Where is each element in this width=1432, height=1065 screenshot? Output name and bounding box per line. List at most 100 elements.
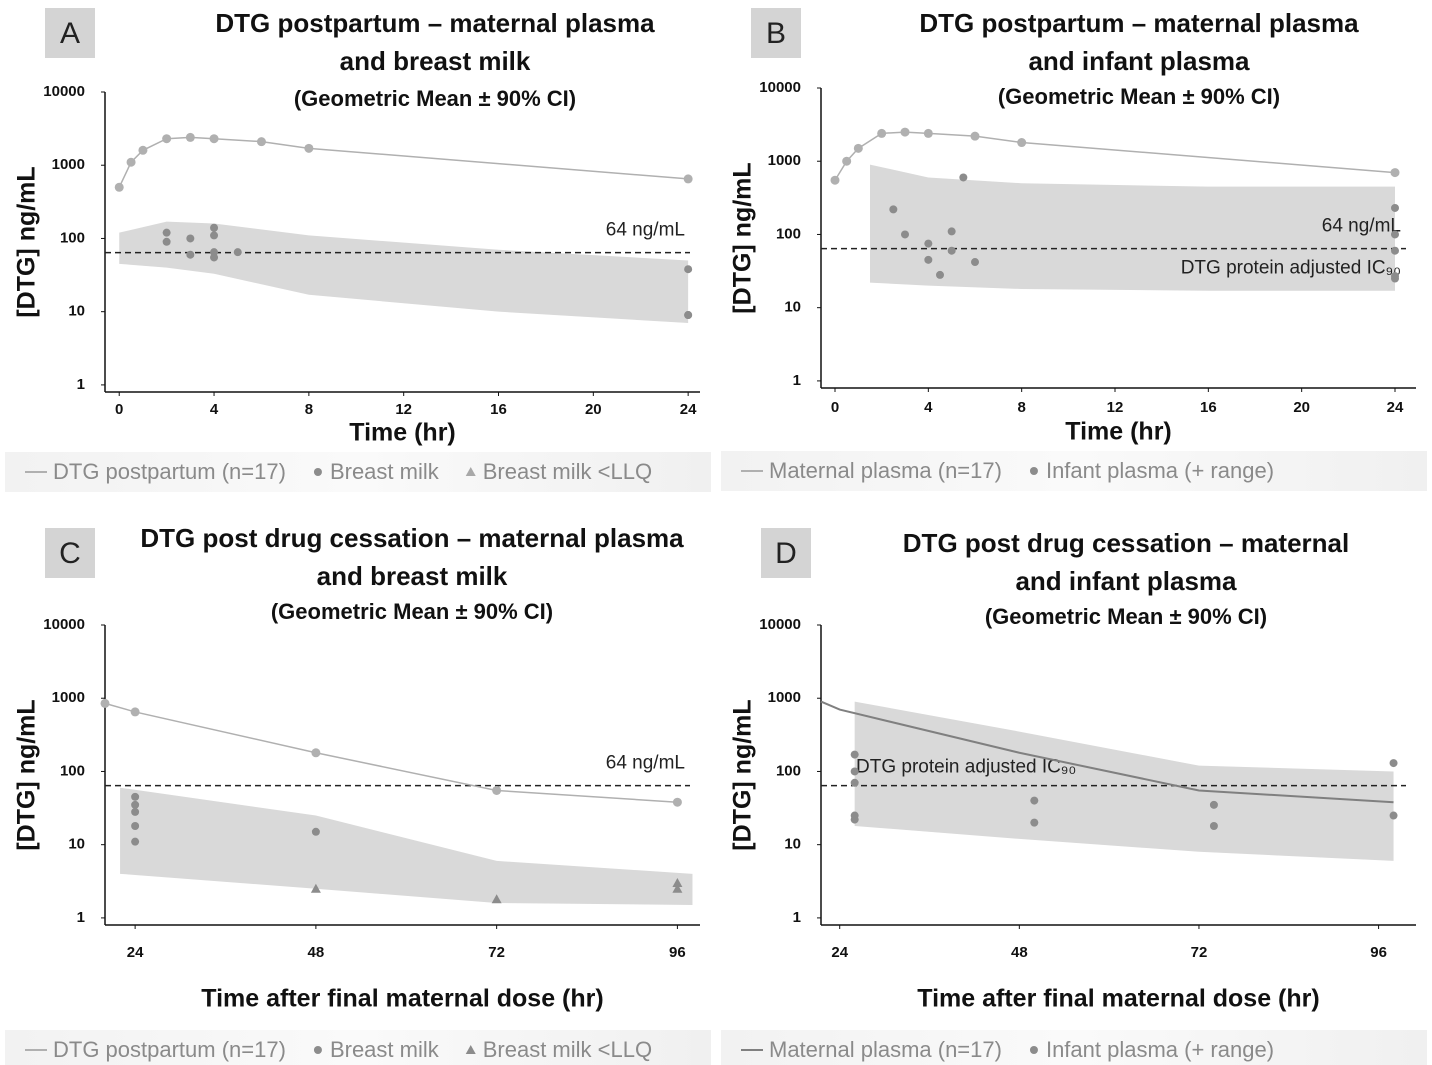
marker	[842, 156, 852, 166]
x-tick-label: 8	[305, 401, 313, 418]
x-axis-title: Time (hr)	[349, 419, 456, 447]
reference-label: DTG protein adjusted IC₉₀	[1181, 258, 1401, 279]
chart-title: and breast milk	[340, 46, 531, 76]
legend-box	[5, 452, 711, 492]
marker	[850, 778, 859, 787]
marker	[1030, 796, 1039, 805]
x-tick-label: 96	[1370, 944, 1387, 961]
y-axis-title: [DTG] ng/mL	[729, 162, 757, 313]
x-tick-label: 24	[1387, 399, 1404, 416]
marker	[465, 1045, 476, 1054]
x-tick-label: 72	[1191, 944, 1208, 961]
x-tick-label: 16	[490, 401, 507, 418]
maternal-line	[820, 700, 1394, 804]
marker	[311, 827, 320, 836]
y-tick-label: 100	[60, 229, 85, 246]
chart-title: DTG post drug cessation – maternal	[903, 528, 1349, 558]
marker	[210, 231, 219, 240]
marker	[310, 883, 321, 893]
x-axis-title: Time after final maternal dose (hr)	[917, 985, 1319, 1013]
marker	[233, 248, 242, 257]
marker	[162, 228, 171, 237]
y-tick-label: 1	[77, 376, 85, 393]
marker	[923, 128, 933, 138]
marker	[924, 239, 933, 248]
marker	[256, 137, 266, 147]
marker	[304, 143, 314, 153]
marker	[131, 807, 140, 816]
legend-box	[721, 1030, 1427, 1065]
maternal-line	[104, 702, 678, 803]
chart-title: and infant plasma	[1028, 46, 1250, 76]
marker	[186, 234, 195, 243]
marker	[209, 134, 219, 144]
chart-subtitle: (Geometric Mean ± 90% CI)	[985, 604, 1267, 629]
y-tick-label: 10	[784, 836, 801, 853]
y-tick-label: 10	[68, 836, 85, 853]
marker	[185, 132, 195, 142]
x-tick-label: 16	[1200, 399, 1217, 416]
y-tick-label: 10000	[759, 79, 801, 96]
ci-band	[120, 787, 693, 906]
ci-band	[119, 221, 689, 324]
marker	[1209, 821, 1218, 830]
reference-label: 64 ng/mL	[1322, 216, 1401, 237]
legend-label: Infant plasma (+ range)	[1046, 458, 1274, 483]
chart-title: DTG postpartum – maternal plasma	[215, 8, 655, 38]
marker	[684, 311, 693, 320]
reference-label: DTG protein adjusted IC₉₀	[856, 757, 1076, 778]
y-tick-label: 10	[68, 303, 85, 320]
marker	[1391, 203, 1399, 212]
panel-label-box	[761, 528, 811, 578]
marker	[311, 748, 321, 758]
marker	[672, 883, 683, 893]
marker	[924, 255, 933, 264]
maternal-line	[118, 136, 689, 188]
y-tick-label: 10000	[759, 616, 801, 633]
x-tick-label: 20	[585, 401, 602, 418]
x-axis-title: Time after final maternal dose (hr)	[201, 985, 603, 1013]
legend-label: DTG postpartum (n=17)	[53, 459, 286, 484]
marker	[900, 127, 910, 137]
marker	[1391, 230, 1399, 239]
x-tick-label: 72	[488, 944, 505, 961]
x-tick-label: 48	[308, 944, 325, 961]
marker	[683, 174, 693, 184]
marker	[1029, 467, 1038, 475]
chart-title: and infant plasma	[1015, 566, 1237, 596]
chart-subtitle: (Geometric Mean ± 90% CI)	[294, 86, 576, 111]
marker	[162, 134, 172, 144]
marker	[130, 707, 140, 717]
x-tick-label: 48	[1011, 944, 1028, 961]
marker	[1209, 800, 1218, 809]
reference-label: 64 ng/mL	[606, 753, 685, 774]
marker	[131, 821, 140, 830]
ci-band	[854, 701, 1394, 861]
x-tick-label: 8	[1017, 399, 1025, 416]
marker	[186, 250, 195, 259]
y-tick-label: 1000	[768, 152, 801, 169]
x-tick-label: 4	[924, 399, 933, 416]
marker	[971, 258, 979, 267]
marker	[936, 270, 944, 279]
x-tick-label: 4	[210, 401, 219, 418]
marker	[947, 246, 956, 255]
marker	[850, 815, 859, 824]
marker	[1391, 272, 1399, 281]
legend-label: Breast milk	[330, 459, 440, 484]
marker	[114, 182, 124, 192]
marker	[970, 131, 980, 141]
y-tick-label: 10	[784, 299, 801, 316]
legend-label: Maternal plasma (n=17)	[769, 1037, 1002, 1062]
x-tick-label: 24	[127, 944, 144, 961]
marker	[1030, 818, 1039, 827]
marker	[313, 1046, 322, 1054]
panel-label: A	[60, 17, 80, 50]
panel-label: B	[766, 17, 786, 50]
marker	[1391, 246, 1399, 255]
marker	[947, 227, 956, 236]
y-tick-label: 100	[776, 225, 801, 242]
marker	[959, 173, 968, 182]
marker	[162, 237, 171, 246]
marker	[138, 145, 148, 155]
